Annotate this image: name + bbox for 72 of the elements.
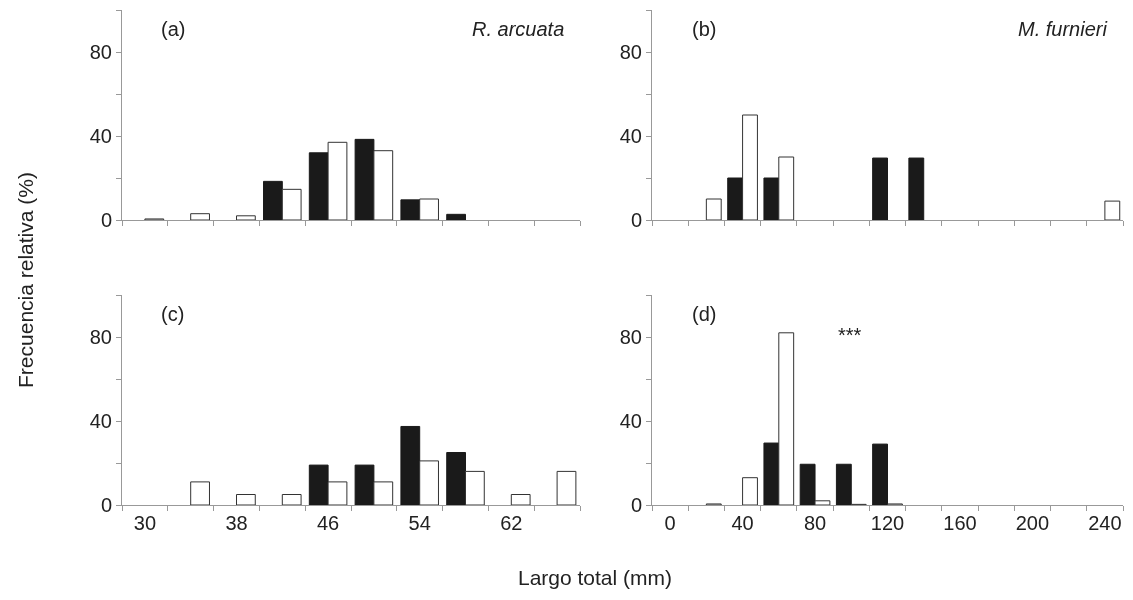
x-tick-label: 30 bbox=[133, 512, 157, 534]
y-tick-label: 80 bbox=[619, 41, 642, 63]
bar bbox=[419, 198, 439, 220]
x-tick-label: 200 bbox=[1015, 512, 1050, 534]
bar bbox=[308, 464, 329, 505]
x-tick-label: 38 bbox=[225, 512, 248, 534]
bar bbox=[327, 141, 348, 220]
bar bbox=[510, 494, 531, 505]
bar bbox=[419, 460, 439, 505]
y-tick-label: 80 bbox=[619, 326, 642, 348]
chart-subtitle: M. furnieri bbox=[1018, 18, 1108, 40]
bar bbox=[190, 213, 210, 220]
chart-title: (a) bbox=[161, 18, 186, 40]
bar bbox=[814, 500, 831, 505]
bar bbox=[705, 198, 722, 220]
bar bbox=[236, 494, 256, 505]
y-tick-label: 40 bbox=[619, 125, 642, 147]
y-tick-label: 0 bbox=[630, 494, 642, 516]
bar bbox=[263, 180, 283, 220]
x-tick-label: 40 bbox=[731, 512, 754, 534]
y-tick-label: 40 bbox=[619, 410, 642, 432]
y-tick-label: 40 bbox=[89, 410, 112, 432]
x-tick-label: 120 bbox=[870, 512, 905, 534]
x-tick-label: 0 bbox=[664, 512, 676, 534]
bar bbox=[872, 443, 888, 505]
annotation: *** bbox=[838, 324, 862, 346]
y-tick-label: 0 bbox=[100, 494, 112, 516]
bar bbox=[281, 494, 302, 505]
x-tick-label: 160 bbox=[943, 512, 977, 534]
bar bbox=[373, 150, 394, 220]
bar bbox=[742, 477, 758, 505]
chart-title: (c) bbox=[161, 303, 185, 325]
bar bbox=[446, 452, 466, 505]
y-tick-label: 80 bbox=[89, 326, 112, 348]
bar bbox=[778, 156, 795, 220]
x-tick-label: 54 bbox=[408, 512, 431, 534]
bar bbox=[446, 213, 466, 220]
y-tick-label: 0 bbox=[100, 209, 112, 231]
x-tick-label: 46 bbox=[316, 512, 340, 534]
bar bbox=[354, 138, 375, 220]
bar bbox=[763, 177, 780, 220]
bar bbox=[763, 442, 780, 505]
bar bbox=[373, 481, 394, 505]
bar bbox=[327, 481, 348, 505]
chart-title: (d) bbox=[692, 303, 717, 325]
bar bbox=[354, 464, 375, 505]
bar bbox=[727, 177, 744, 220]
chart-title: (b) bbox=[692, 18, 717, 40]
x-tick-label: 240 bbox=[1088, 512, 1122, 534]
bar bbox=[465, 470, 485, 505]
bar bbox=[872, 157, 888, 220]
chart-subtitle: R. arcuata bbox=[472, 18, 565, 40]
bar bbox=[1104, 200, 1121, 220]
bar bbox=[308, 152, 329, 220]
x-axis-title: Largo total (mm) bbox=[517, 566, 673, 590]
x-tick-label: 62 bbox=[500, 512, 523, 534]
bar bbox=[400, 425, 421, 505]
bar bbox=[556, 470, 577, 505]
bar bbox=[778, 332, 795, 505]
y-tick-label: 0 bbox=[630, 209, 642, 231]
y-tick-label: 40 bbox=[89, 125, 112, 147]
bar bbox=[281, 188, 302, 220]
bar bbox=[190, 481, 210, 505]
bar bbox=[799, 463, 816, 505]
y-tick-label: 80 bbox=[89, 41, 112, 63]
x-tick-label: 80 bbox=[803, 512, 827, 534]
bar bbox=[908, 157, 925, 220]
bar bbox=[236, 215, 256, 220]
bar bbox=[742, 114, 758, 220]
bar bbox=[400, 199, 421, 220]
bar bbox=[835, 463, 852, 505]
y-axis-title: Frecuencia relativa (%) bbox=[14, 172, 38, 388]
